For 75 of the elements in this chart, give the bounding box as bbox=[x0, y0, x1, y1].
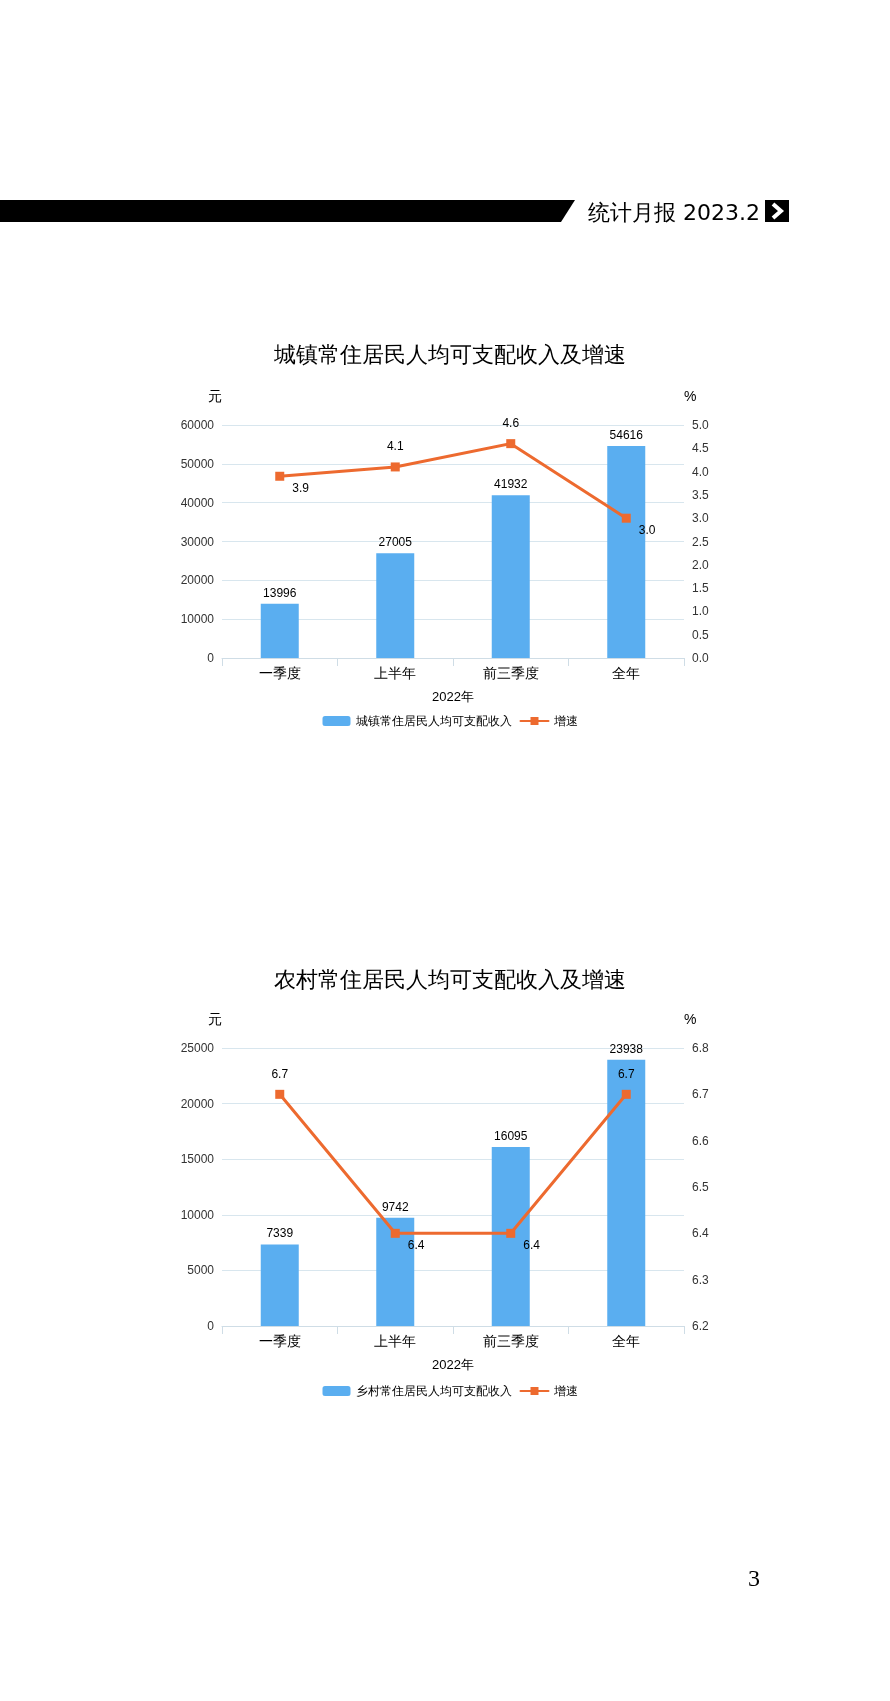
x-tick-label: 一季度 bbox=[258, 665, 301, 681]
y2-tick-label: 5.0 bbox=[692, 418, 710, 432]
data-label: 27005 bbox=[378, 535, 413, 550]
y-tick-label: 5000 bbox=[187, 1263, 215, 1278]
y2-tick-label: 2.5 bbox=[692, 534, 710, 549]
y-tick-label: 0 bbox=[207, 1319, 215, 1333]
y2-tick-label: 0.0 bbox=[692, 651, 710, 665]
y2-tick-label: 6.2 bbox=[692, 1319, 710, 1333]
y-tick-label: 60000 bbox=[180, 418, 215, 432]
point bbox=[390, 462, 400, 472]
x-axis-title: 2022年 bbox=[432, 1357, 474, 1372]
y2-tick-label: 4.0 bbox=[692, 464, 710, 479]
chart-title: 城镇常住居民人均可支配收入及增速 bbox=[273, 341, 626, 367]
y-tick-label: 0 bbox=[207, 651, 215, 665]
y-tick-label: 25000 bbox=[180, 1041, 215, 1055]
y-tick-label: 40000 bbox=[180, 495, 215, 510]
y-tick-label: 10000 bbox=[180, 1207, 215, 1222]
data-label: 9742 bbox=[381, 1199, 409, 1214]
y-axis-title: 元 bbox=[208, 1011, 222, 1027]
data-label: 6.7 bbox=[271, 1066, 289, 1081]
y2-tick-label: 6.6 bbox=[692, 1133, 710, 1148]
y2-tick-label: 6.3 bbox=[692, 1272, 710, 1287]
data-label: 4.6 bbox=[502, 416, 520, 431]
x-tick-label: 前三季度 bbox=[482, 665, 539, 681]
y2-tick-label: 6.7 bbox=[692, 1087, 710, 1102]
x-tick-label: 一季度 bbox=[258, 1333, 301, 1349]
y2-axis-title: % bbox=[684, 388, 697, 404]
x-tick-label: 上半年 bbox=[374, 1333, 417, 1349]
y2-tick-label: 1.0 bbox=[692, 604, 710, 619]
data-label: 41932 bbox=[494, 477, 528, 492]
legend-label: 增速 bbox=[552, 714, 578, 728]
data-label: 13996 bbox=[263, 585, 297, 600]
y2-tick-label: 6.5 bbox=[692, 1180, 710, 1194]
data-label: 4.1 bbox=[386, 439, 404, 454]
y2-tick-label: 3.0 bbox=[692, 511, 710, 526]
y2-tick-label: 1.5 bbox=[692, 581, 710, 596]
data-label: 23938 bbox=[609, 1041, 644, 1056]
y-tick-label: 30000 bbox=[180, 534, 215, 549]
bar bbox=[491, 495, 530, 658]
x-axis-title: 2022年 bbox=[432, 689, 474, 704]
x-tick-label: 全年 bbox=[612, 665, 641, 681]
y2-tick-label: 0.5 bbox=[692, 627, 710, 642]
y-tick-label: 15000 bbox=[180, 1152, 215, 1167]
x-tick-label: 上半年 bbox=[374, 665, 417, 681]
legend-label: 增速 bbox=[552, 1384, 578, 1398]
data-label: 54616 bbox=[609, 427, 644, 442]
x-tick-label: 前三季度 bbox=[482, 1333, 539, 1349]
y2-axis-title: % bbox=[684, 1011, 697, 1027]
x-tick-label: 全年 bbox=[612, 1333, 641, 1349]
bar bbox=[607, 1059, 646, 1326]
point bbox=[621, 513, 631, 523]
point bbox=[506, 439, 516, 449]
point bbox=[275, 471, 285, 481]
data-label: 7339 bbox=[266, 1226, 294, 1241]
bar bbox=[260, 1244, 299, 1326]
bar bbox=[376, 553, 415, 658]
data-label: 16095 bbox=[494, 1129, 528, 1144]
y2-tick-label: 2.0 bbox=[692, 557, 710, 572]
bar bbox=[260, 603, 299, 658]
chart-title: 农村常住居民人均可支配收入及增速 bbox=[274, 966, 626, 992]
y2-tick-label: 3.5 bbox=[692, 487, 710, 502]
y-tick-label: 10000 bbox=[180, 612, 215, 627]
y2-tick-label: 6.4 bbox=[692, 1226, 710, 1241]
legend-label: 城镇常住居民人均可支配收入 bbox=[354, 714, 512, 728]
y-axis-title: 元 bbox=[208, 388, 222, 404]
y2-tick-label: 4.5 bbox=[692, 441, 710, 456]
y-tick-label: 20000 bbox=[180, 1096, 215, 1111]
y2-tick-label: 6.8 bbox=[692, 1041, 710, 1055]
y-tick-label: 50000 bbox=[180, 456, 215, 471]
data-label: 6.7 bbox=[617, 1066, 635, 1081]
legend-label: 乡村常住居民人均可支配收入 bbox=[355, 1384, 512, 1398]
y-tick-label: 20000 bbox=[180, 573, 215, 588]
text: 统计月报 2023.2 bbox=[588, 199, 760, 227]
data-label: 3.9 bbox=[292, 481, 310, 496]
text: 3 bbox=[748, 1565, 760, 1592]
